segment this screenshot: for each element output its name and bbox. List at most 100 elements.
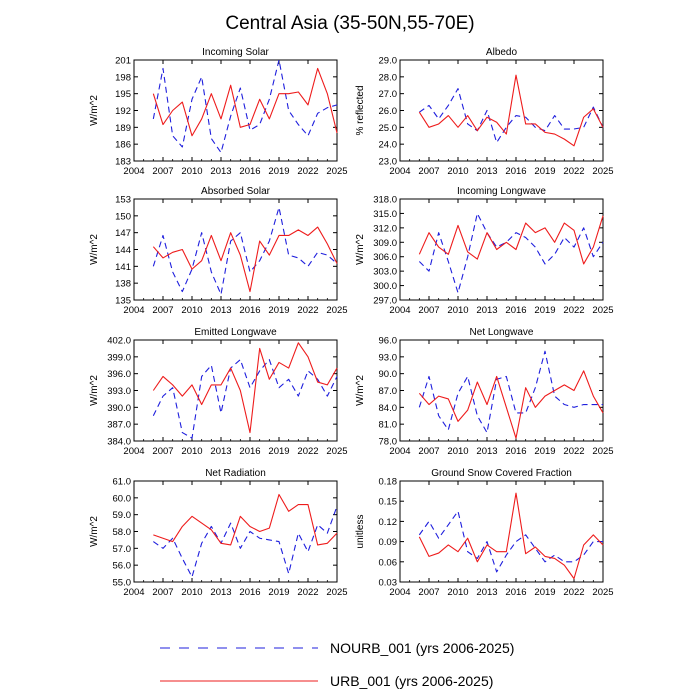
y-tick-label: 24.0 — [379, 140, 398, 151]
series-line-urb-001 — [418, 492, 604, 580]
plot-frame — [399, 59, 604, 162]
series-line-urb-001 — [418, 74, 604, 147]
x-tick-label: 2010 — [181, 305, 202, 316]
y-tick-label: 318.0 — [373, 195, 397, 206]
panel-title: Incoming Longwave — [457, 186, 546, 197]
y-tick-label: 309.0 — [373, 238, 397, 249]
y-tick-label: 150 — [115, 211, 131, 222]
x-tick-label: 2010 — [181, 166, 202, 177]
x-tick-label: 2013 — [476, 305, 497, 316]
x-tick-label: 2007 — [152, 446, 173, 457]
x-tick-label: 2025 — [326, 446, 347, 457]
y-tick-label: 93.0 — [379, 352, 398, 363]
x-tick-label: 2010 — [447, 305, 468, 316]
panel-title: Incoming Solar — [202, 47, 269, 58]
y-tick-label: 27.0 — [379, 89, 398, 100]
x-tick-label: 2019 — [534, 166, 555, 177]
x-tick-label: 2016 — [239, 587, 260, 598]
plot-frame — [133, 59, 338, 162]
y-tick-label: 23.0 — [379, 157, 398, 168]
y-tick-label: 198 — [115, 72, 131, 83]
series-line-nourb-001 — [152, 206, 338, 295]
y-tick-label: 192 — [115, 106, 131, 117]
series-line-urb-001 — [152, 342, 338, 434]
y-tick-label: 399.0 — [107, 352, 131, 363]
y-tick-label: 29.0 — [379, 56, 398, 67]
x-tick-label: 2007 — [418, 305, 439, 316]
y-axis-label: unitless — [355, 515, 366, 549]
series-line-urb-001 — [152, 67, 338, 137]
plot-frame — [133, 198, 338, 301]
y-axis-label: W/m^2 — [89, 234, 100, 265]
x-tick-label: 2022 — [297, 305, 318, 316]
series-line-nourb-001 — [152, 59, 338, 154]
x-tick-label: 2025 — [592, 305, 613, 316]
legend-label-nourb: NOURB_001 (yrs 2006-2025) — [330, 640, 514, 656]
x-tick-label: 2007 — [418, 587, 439, 598]
y-tick-label: 387.0 — [107, 420, 131, 431]
y-tick-label: 141 — [115, 262, 131, 273]
y-tick-label: 195 — [115, 89, 131, 100]
y-tick-label: 55.0 — [113, 578, 132, 589]
x-tick-label: 2022 — [563, 446, 584, 457]
x-tick-label: 2010 — [181, 446, 202, 457]
y-tick-label: 0.12 — [379, 517, 398, 528]
x-tick-label: 2007 — [418, 166, 439, 177]
x-tick-label: 2022 — [297, 587, 318, 598]
x-tick-label: 2004 — [389, 166, 410, 177]
x-tick-label: 2013 — [476, 446, 497, 457]
y-tick-label: 61.0 — [113, 477, 132, 488]
y-tick-label: 384.0 — [107, 437, 131, 448]
y-tick-label: 201 — [115, 56, 131, 67]
y-tick-label: 60.0 — [113, 493, 132, 504]
y-tick-label: 87.0 — [379, 386, 398, 397]
y-axis-label: W/m^2 — [355, 375, 366, 406]
plot-frame — [399, 198, 604, 301]
x-tick-label: 2025 — [326, 305, 347, 316]
panel-title: Albedo — [486, 47, 518, 58]
x-tick-label: 2019 — [534, 587, 555, 598]
y-tick-label: 58.0 — [113, 527, 132, 538]
x-tick-label: 2019 — [268, 446, 289, 457]
x-tick-label: 2016 — [239, 446, 260, 457]
series-line-nourb-001 — [153, 506, 338, 578]
legend: NOURB_001 (yrs 2006-2025) URB_001 (yrs 20… — [160, 640, 514, 689]
y-tick-label: 0.03 — [379, 578, 398, 589]
x-tick-label: 2025 — [592, 587, 613, 598]
x-tick-label: 2004 — [123, 446, 144, 457]
y-axis-label: W/m^2 — [89, 375, 100, 406]
x-tick-label: 2016 — [505, 587, 526, 598]
x-tick-label: 2004 — [123, 587, 144, 598]
series-line-urb-001 — [418, 215, 604, 265]
panel-title: Net Longwave — [470, 327, 534, 338]
chart-title: Central Asia (35-50N,55-70E) — [225, 13, 474, 34]
y-tick-label: 186 — [115, 140, 131, 151]
series-line-nourb-001 — [152, 359, 338, 439]
y-tick-label: 303.0 — [373, 267, 397, 278]
x-tick-label: 2010 — [181, 587, 202, 598]
x-tick-label: 2022 — [563, 587, 584, 598]
y-tick-label: 90.0 — [379, 369, 398, 380]
panel-title: Absorbed Solar — [201, 186, 271, 197]
y-axis-label: % reflected — [355, 85, 366, 135]
x-tick-label: 2022 — [297, 446, 318, 457]
x-tick-label: 2004 — [123, 166, 144, 177]
x-tick-label: 2016 — [505, 166, 526, 177]
y-tick-label: 84.0 — [379, 403, 398, 414]
x-tick-label: 2016 — [505, 446, 526, 457]
y-tick-label: 306.0 — [373, 252, 397, 263]
x-tick-label: 2010 — [447, 166, 468, 177]
y-tick-label: 26.0 — [379, 106, 398, 117]
panel-title: Net Radiation — [205, 468, 266, 479]
y-tick-label: 315.0 — [373, 209, 397, 220]
series-line-urb-001 — [152, 226, 338, 293]
panel-title: Ground Snow Covered Fraction — [431, 468, 572, 479]
x-tick-label: 2013 — [210, 587, 231, 598]
x-tick-label: 2016 — [239, 305, 260, 316]
y-tick-label: 59.0 — [113, 510, 132, 521]
y-tick-label: 153 — [115, 195, 131, 206]
panel-net-longwave: Net Longwave 2004 2007 2010 2013 2016 2019 2022… — [355, 327, 614, 457]
series-line-nourb-001 — [419, 88, 604, 144]
y-tick-label: 300.0 — [373, 281, 397, 292]
